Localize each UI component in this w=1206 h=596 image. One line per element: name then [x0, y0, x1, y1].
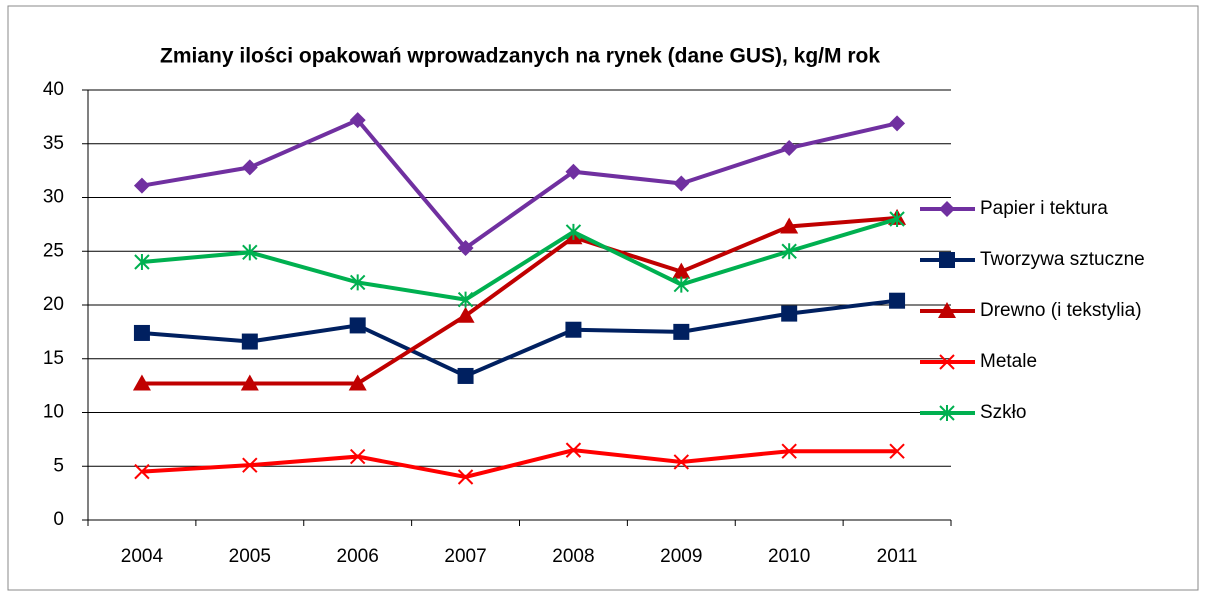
marker: [349, 448, 366, 465]
marker: [939, 405, 955, 421]
legend-label: Metale: [980, 351, 1037, 372]
y-tick-label: 15: [43, 348, 64, 369]
marker: [349, 274, 366, 291]
marker: [241, 159, 258, 176]
marker: [133, 324, 150, 341]
marker: [456, 306, 475, 323]
marker: [565, 163, 582, 180]
series-line: [141, 215, 898, 386]
marker: [242, 244, 258, 261]
y-tick-label: 40: [43, 79, 64, 100]
legend-label: Tworzywa sztuczne: [980, 249, 1145, 270]
marker: [242, 457, 258, 473]
marker: [889, 443, 905, 459]
marker: [781, 443, 797, 459]
marker: [349, 112, 366, 129]
x-tick-label: 2006: [337, 546, 379, 567]
marker: [939, 354, 955, 370]
y-tick-label: 20: [43, 294, 64, 315]
marker: [673, 175, 690, 192]
y-tick-label: 0: [53, 509, 64, 530]
marker: [565, 223, 582, 240]
marker: [349, 317, 366, 334]
chart-border: [7, 5, 1199, 591]
legend-label: Szkło: [980, 402, 1026, 423]
marker: [133, 177, 150, 194]
marker: [939, 252, 955, 268]
marker: [240, 374, 259, 391]
marker: [938, 302, 956, 318]
marker: [565, 321, 582, 338]
y-tick-label: 5: [53, 455, 64, 476]
marker: [781, 305, 798, 322]
series-line: [141, 298, 898, 379]
x-tick-label: 2004: [121, 546, 164, 567]
marker: [672, 262, 691, 279]
marker: [457, 367, 474, 384]
x-tick-label: 2011: [877, 546, 918, 567]
marker: [781, 243, 797, 260]
series-line: [141, 117, 898, 251]
series-line: [141, 448, 898, 480]
y-tick-label: 35: [43, 133, 64, 154]
x-tick-label: 2008: [552, 546, 594, 567]
marker: [134, 463, 150, 480]
marker: [565, 442, 582, 458]
marker: [889, 292, 906, 309]
marker: [889, 211, 905, 227]
series-line: [141, 217, 898, 302]
x-tick-label: 2005: [229, 546, 271, 567]
marker: [889, 115, 906, 132]
marker: [673, 276, 690, 293]
y-tick-label: 25: [43, 240, 64, 261]
marker: [673, 323, 690, 340]
marker: [457, 291, 474, 308]
marker: [132, 374, 151, 391]
marker: [134, 254, 150, 270]
marker: [348, 374, 367, 391]
marker: [780, 217, 799, 234]
marker: [457, 469, 474, 485]
x-tick-label: 2007: [444, 546, 486, 567]
marker: [781, 140, 798, 157]
legend-label: Papier i tektura: [980, 198, 1108, 219]
marker: [457, 240, 474, 257]
marker: [939, 201, 955, 217]
y-tick-label: 30: [43, 187, 64, 208]
chart-title: Zmiany ilości opakowań wprowadzanych na …: [160, 45, 880, 68]
marker: [241, 333, 258, 350]
y-tick-label: 10: [43, 402, 64, 423]
x-tick-label: 2010: [768, 546, 810, 567]
marker: [673, 454, 690, 470]
legend-label: Drewno (i tekstylia): [980, 300, 1142, 321]
x-tick-label: 2009: [660, 546, 702, 567]
